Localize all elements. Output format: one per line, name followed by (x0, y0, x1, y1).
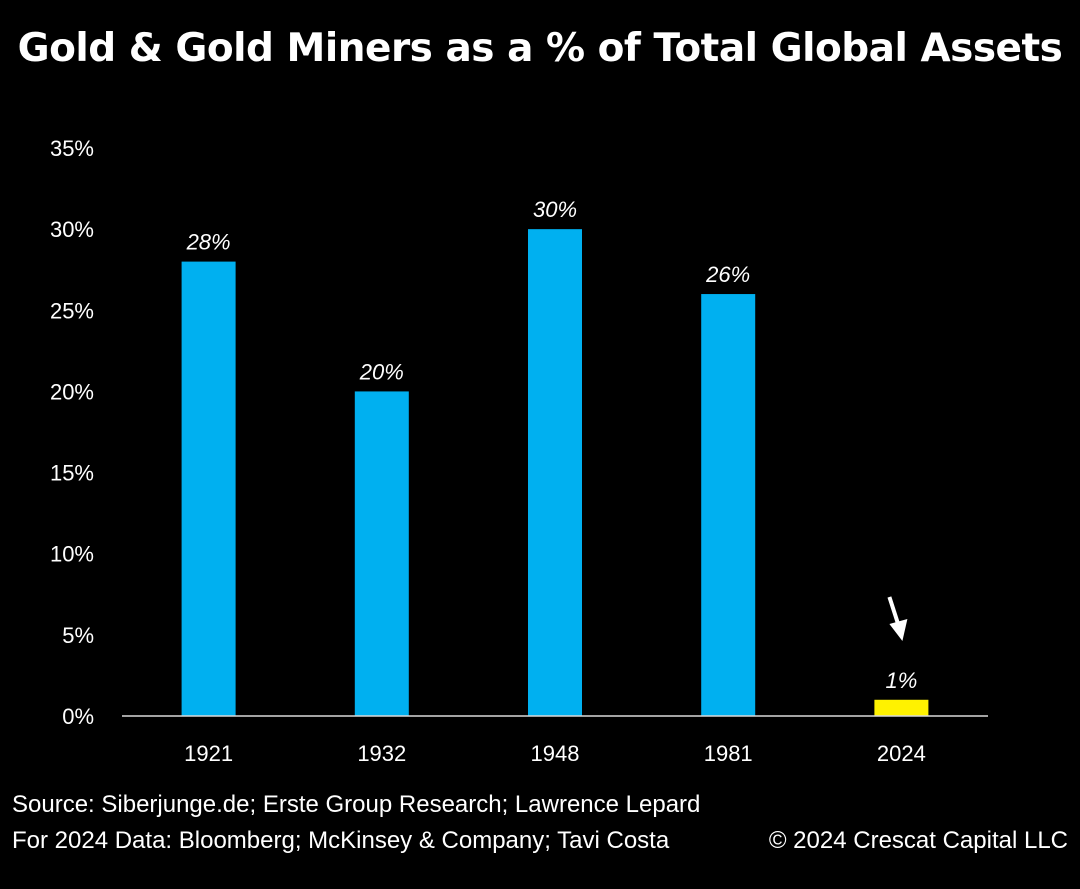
y-tick-label: 30% (50, 217, 94, 242)
y-tick-label: 15% (50, 461, 94, 486)
y-tick-label: 25% (50, 298, 94, 323)
down-arrow-icon (887, 596, 908, 641)
data-label: 30% (533, 197, 577, 222)
y-tick-label: 5% (62, 623, 94, 648)
x-tick-label: 1932 (357, 741, 406, 766)
y-tick-label: 35% (50, 136, 94, 161)
data-label: 28% (186, 230, 231, 255)
bar (181, 261, 236, 716)
x-tick-label: 1948 (531, 741, 580, 766)
bar (528, 229, 582, 716)
x-tick-label: 2024 (877, 741, 926, 766)
data-label: 1% (886, 668, 918, 693)
x-tick-label: 1921 (184, 741, 233, 766)
chart-title: Gold & Gold Miners as a % of Total Globa… (17, 26, 1063, 71)
data-label: 20% (359, 359, 404, 384)
bar (354, 391, 409, 716)
source-line-1: Source: Siberjunge.de; Erste Group Resea… (12, 791, 701, 818)
bar (874, 699, 929, 716)
copyright: © 2024 Crescat Capital LLC (768, 827, 1068, 854)
bar-chart: 0% 5% 10% 15% 20% 25% 30% 35% 28% 1921 20% 1932 30% 1… (50, 136, 988, 766)
data-label: 26% (705, 262, 750, 287)
x-tick-label: 1981 (704, 741, 753, 766)
y-tick-label: 10% (50, 542, 94, 567)
y-tick-label: 0% (62, 704, 94, 729)
source-line-2: For 2024 Data: Bloomberg; McKinsey & Com… (12, 827, 670, 854)
y-tick-label: 20% (50, 379, 94, 404)
bar (701, 294, 756, 716)
